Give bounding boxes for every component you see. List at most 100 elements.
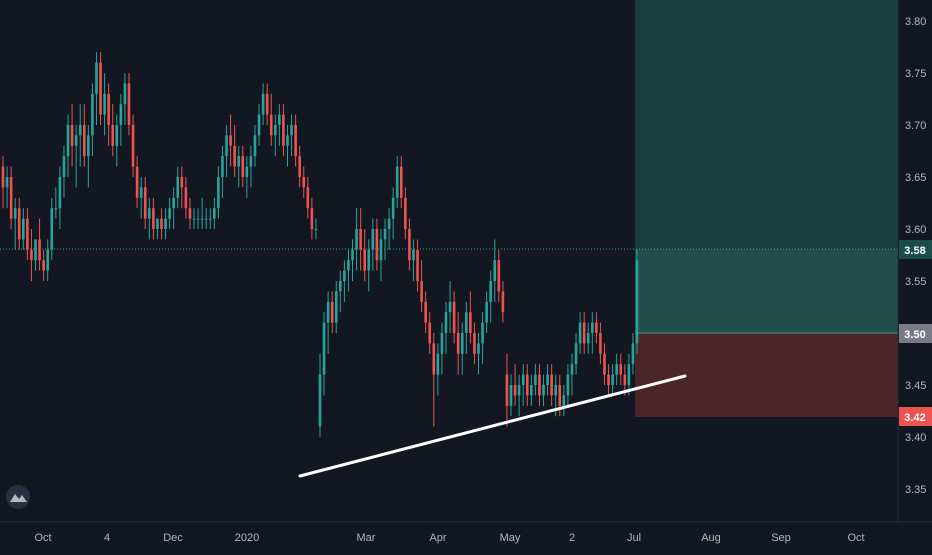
candle-body <box>627 364 631 385</box>
candle <box>302 166 306 198</box>
candle <box>538 364 541 406</box>
candle-body <box>578 322 582 344</box>
loss-zone[interactable] <box>635 333 898 417</box>
candle <box>1 156 5 209</box>
candle <box>294 114 297 167</box>
candle <box>180 166 184 209</box>
candle <box>619 353 623 385</box>
candle-body <box>139 187 143 198</box>
candle-body <box>355 229 358 250</box>
x-tick-labels[interactable]: Oct 4 Dec 2020 Mar Apr May 2 Jul Aug Sep Oct <box>34 532 864 544</box>
candle <box>542 374 545 406</box>
candle-body <box>517 385 521 396</box>
candle-body <box>273 125 277 136</box>
candle-body <box>456 333 460 354</box>
candle <box>485 291 488 333</box>
candle <box>196 208 200 229</box>
candle-body <box>107 93 110 125</box>
candle <box>123 73 127 125</box>
candle-body <box>570 364 574 375</box>
candle-body <box>330 301 334 323</box>
candle-body <box>375 229 379 261</box>
candle-body <box>217 177 220 209</box>
profit-zone-upper[interactable] <box>635 0 898 249</box>
candle <box>70 104 74 167</box>
candle-body <box>95 62 98 94</box>
candle-body <box>501 291 505 313</box>
current-price-tag <box>899 240 932 259</box>
candle-body <box>204 218 208 220</box>
candle <box>261 83 265 125</box>
candle <box>200 197 204 229</box>
y-tick-label: 3.60 <box>905 224 926 236</box>
candle-body <box>241 156 245 177</box>
candle-body <box>233 145 236 167</box>
candle <box>213 197 216 229</box>
candle <box>355 208 358 271</box>
candle <box>188 197 192 229</box>
candle <box>416 239 419 292</box>
candle-body <box>509 385 513 406</box>
candle-body <box>261 93 265 115</box>
candle-body <box>607 374 610 385</box>
x-tick-label: Aug <box>701 532 721 544</box>
candle <box>269 93 273 146</box>
profit-zone-lower[interactable] <box>635 249 898 333</box>
candle-body <box>383 229 387 240</box>
candle <box>497 249 501 302</box>
candle <box>143 177 147 229</box>
candle <box>290 114 293 157</box>
candle-body <box>143 187 147 219</box>
brand-logo[interactable] <box>6 485 30 509</box>
candle-body <box>38 239 41 261</box>
candle-body <box>111 125 115 146</box>
candle-body <box>257 114 261 136</box>
candle-body <box>343 270 346 281</box>
candle-body <box>359 229 362 250</box>
candle <box>347 249 350 292</box>
y-tick-label: 3.65 <box>905 172 926 184</box>
candle <box>208 208 212 229</box>
candle <box>87 125 90 188</box>
trendline[interactable] <box>298 374 687 478</box>
candle-body <box>367 249 371 271</box>
candle <box>509 374 513 417</box>
candle-body <box>294 125 297 157</box>
candle-body <box>318 374 322 427</box>
candle <box>46 239 50 281</box>
candle-body <box>196 218 200 220</box>
candle-body <box>619 364 623 375</box>
candle-body <box>245 166 249 177</box>
candle <box>432 333 436 427</box>
candle-body <box>17 208 21 240</box>
candle <box>253 125 257 167</box>
candle <box>635 249 639 354</box>
candle <box>78 104 82 167</box>
candle-body <box>208 218 212 220</box>
candle <box>42 249 45 281</box>
candle <box>570 353 574 396</box>
candle <box>343 260 346 302</box>
x-tick-label: Oct <box>34 532 51 544</box>
candle-body <box>566 374 570 396</box>
logo-circle[interactable] <box>6 485 30 509</box>
candle-body <box>440 333 444 354</box>
candle <box>135 156 139 209</box>
candle <box>404 187 407 240</box>
candle-body <box>590 322 594 333</box>
position-zones[interactable] <box>635 0 898 417</box>
candle <box>233 125 236 177</box>
candle-body <box>188 208 192 219</box>
candle-body <box>225 135 228 157</box>
candle <box>465 301 468 354</box>
candle-body <box>282 114 285 146</box>
candle <box>192 208 196 229</box>
candle-body <box>22 218 25 240</box>
candle-body <box>586 333 590 344</box>
candle-body <box>78 125 82 136</box>
candle-body <box>152 208 155 229</box>
candle <box>550 364 553 406</box>
candle-body <box>546 374 549 385</box>
